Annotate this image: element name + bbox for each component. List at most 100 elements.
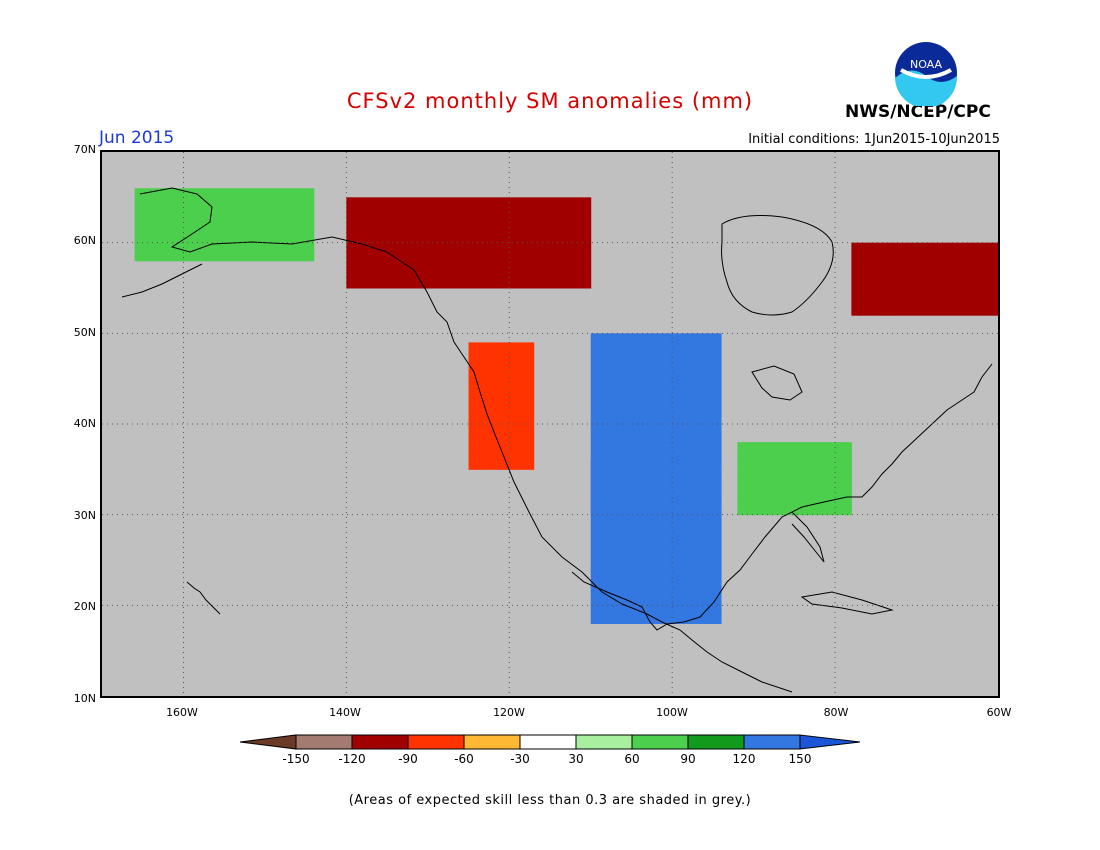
anomaly-cell [704, 569, 722, 588]
anomaly-cell [232, 224, 250, 244]
anomaly-cell [672, 514, 689, 534]
anomaly-cell [468, 451, 486, 470]
anomaly-cell [607, 587, 624, 606]
anomaly-cell [501, 451, 518, 470]
north-america-coastline [139, 187, 793, 693]
anomaly-cell [672, 569, 689, 588]
anomaly-cell [517, 378, 535, 398]
anomaly-cell [704, 387, 722, 407]
anomaly-cell [590, 369, 608, 389]
anomaly-cell [509, 197, 527, 216]
anomaly-cell [476, 251, 494, 271]
anomaly-cell [623, 532, 641, 552]
colorbar-neg90-neg60 [407, 734, 465, 750]
anomaly-cell [655, 351, 673, 371]
colorbar-neg120-neg90 [351, 734, 409, 750]
anomaly-cell [590, 478, 608, 498]
anomaly-cell [411, 215, 429, 235]
anomaly-cell [688, 442, 706, 461]
anomaly-cell [867, 278, 885, 298]
anomaly-cell [932, 260, 950, 280]
lon-label-140w: 140W [329, 706, 361, 719]
anomaly-cell [558, 233, 575, 253]
anomaly-cell [704, 478, 722, 498]
anomaly-cell [655, 514, 673, 534]
anomaly-cell [427, 215, 445, 235]
anomaly-cell [607, 496, 624, 516]
anomaly-cell [248, 188, 266, 207]
anomaly-cell [541, 269, 559, 289]
colorbar-label-neg150: -150 [282, 752, 310, 766]
anomaly-cell [525, 197, 543, 216]
anomaly-cell [509, 215, 527, 235]
anomaly-cell [590, 333, 608, 352]
anomaly-cell [639, 496, 657, 516]
lat-label-40n: 40N [73, 417, 96, 430]
colorbar-neg30-30 [519, 734, 577, 750]
anomaly-cell [590, 496, 608, 516]
graticule [102, 152, 998, 696]
anomaly-cell [639, 442, 657, 461]
lat-label-20n: 20N [73, 600, 96, 613]
anomaly-cell [655, 569, 673, 588]
skill-footnote: (Areas of expected skill less than 0.3 a… [348, 793, 752, 808]
colorbar-120-150 [743, 734, 801, 750]
anomaly-cell [704, 333, 722, 352]
anomaly-cell [468, 342, 486, 362]
anomaly-cell [150, 188, 168, 207]
anomaly-cell [297, 206, 315, 226]
anomaly-cell [704, 351, 722, 371]
anomaly-cell [468, 378, 486, 398]
colorbar-label-60: 60 [624, 752, 640, 766]
anomaly-cell [574, 215, 592, 235]
anomaly-cell [655, 405, 673, 425]
anomaly-cell [484, 360, 502, 380]
anomaly-cell [590, 550, 608, 570]
region-yukon-dry [346, 197, 592, 289]
great-lakes-outline [751, 365, 803, 401]
anomaly-cell [134, 188, 152, 207]
anomaly-cell [623, 550, 641, 570]
anomaly-cell [468, 360, 486, 380]
anomaly-cell [932, 242, 950, 262]
initial-conditions-label: Initial conditions: 1Jun2015-10Jun2015 [748, 132, 1000, 147]
anomaly-cell [704, 496, 722, 516]
anomaly-cell [199, 188, 217, 207]
anomaly-cell [688, 587, 706, 606]
anomaly-cell [264, 224, 282, 244]
anomaly-cell [623, 496, 641, 516]
anomaly-cell [395, 233, 413, 253]
anomaly-cell [737, 496, 755, 516]
anomaly-cell [517, 433, 535, 452]
anomaly-cell [558, 197, 575, 216]
anomaly-cell [346, 269, 364, 289]
anomaly-cell [525, 251, 543, 271]
anomaly-cell [484, 342, 502, 362]
anomaly-cell [639, 351, 657, 371]
anomaly-cell [444, 197, 461, 216]
anomaly-cell [639, 333, 657, 352]
anomaly-cell [468, 433, 486, 452]
anomaly-cell [802, 478, 820, 498]
anomaly-cell [444, 251, 461, 271]
anomaly-cell [916, 278, 934, 298]
anomaly-cell [688, 550, 706, 570]
anomaly-cell [623, 514, 641, 534]
anomaly-cell [753, 442, 771, 461]
colorbar-label-90: 90 [680, 752, 696, 766]
anomaly-cell [753, 460, 771, 479]
anomaly-cell [607, 424, 624, 443]
colorbar-30-60 [575, 734, 633, 750]
anomaly-cell [900, 297, 918, 316]
colorbar-gt-150 [799, 734, 861, 750]
anomaly-cell [883, 278, 901, 298]
anomaly-cell [900, 278, 918, 298]
anomaly-cell [150, 224, 168, 244]
anomaly-cell [655, 369, 673, 389]
anomaly-cell [134, 224, 152, 244]
anomaly-cell [167, 224, 184, 244]
anomaly-cell [525, 269, 543, 289]
anomaly-cell [655, 587, 673, 606]
colorbar-label-neg90: -90 [398, 752, 418, 766]
anomaly-cell [688, 351, 706, 371]
